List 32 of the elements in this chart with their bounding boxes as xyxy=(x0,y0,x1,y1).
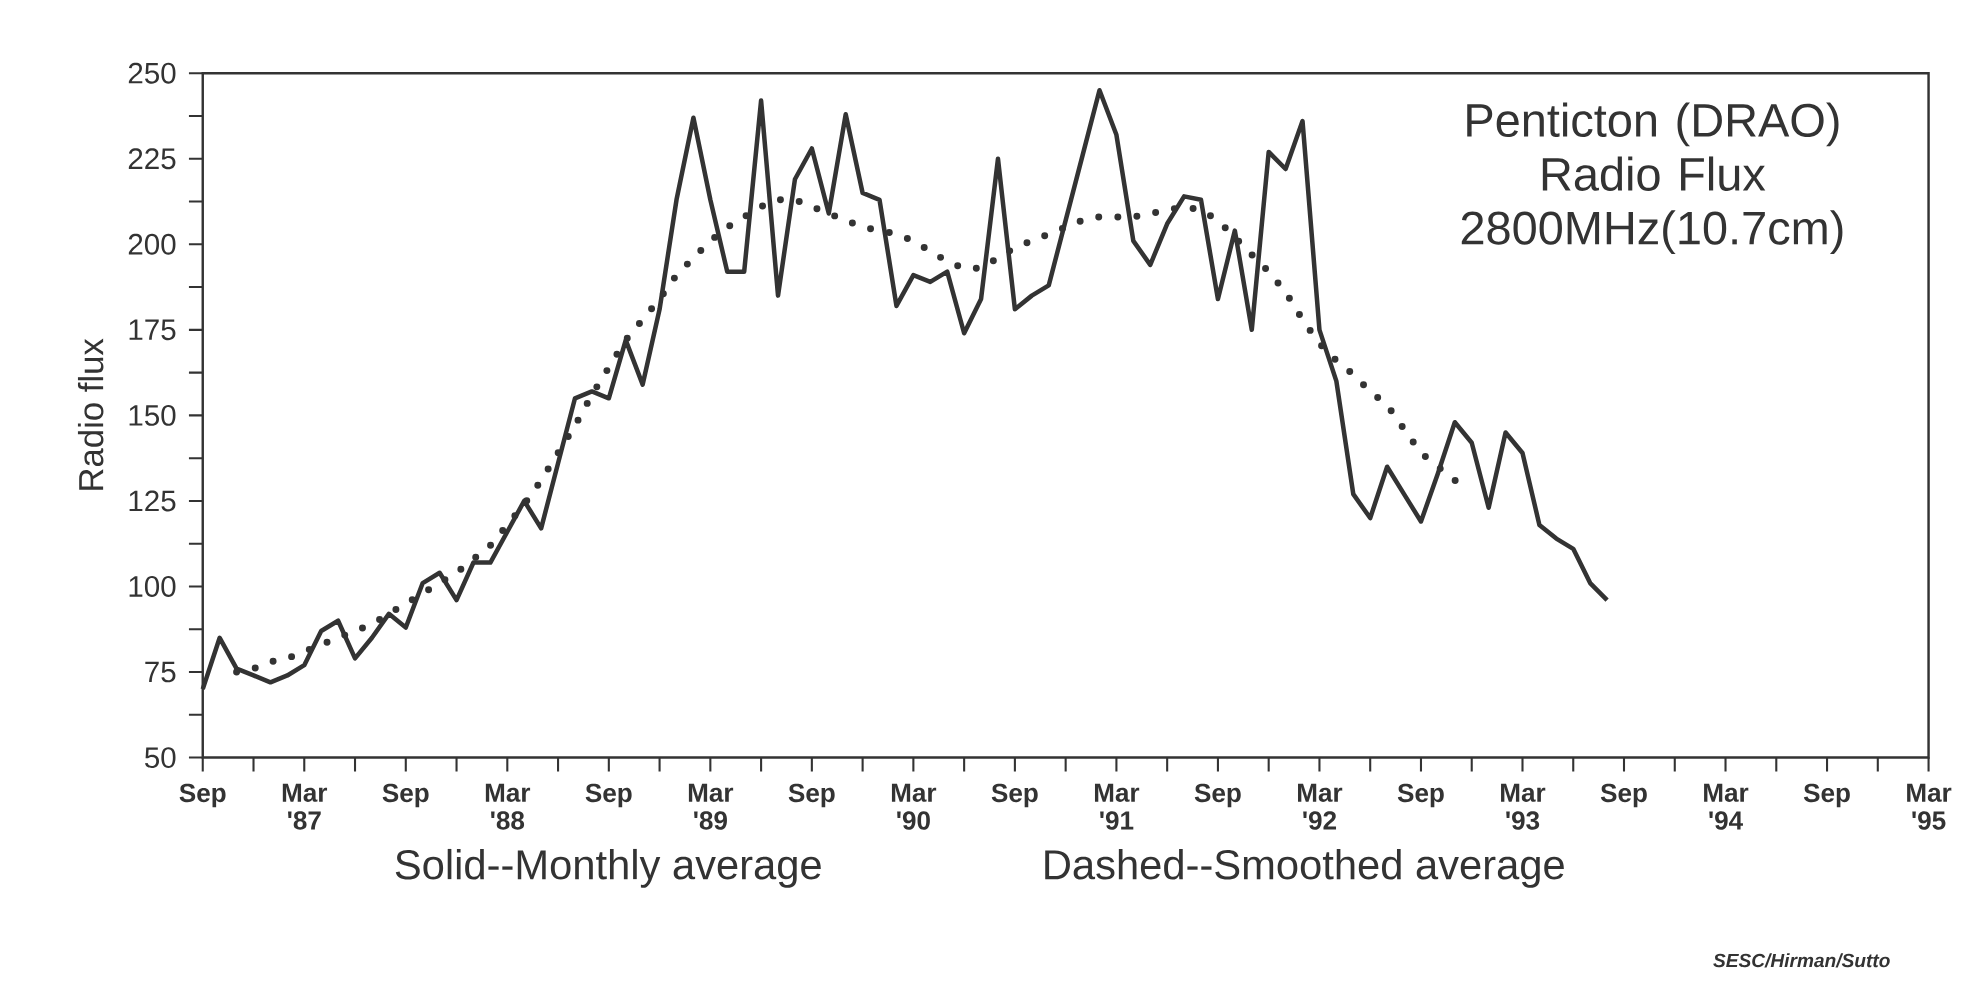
y-tick-label: 75 xyxy=(145,661,176,683)
x-tick-label: Mar '93 xyxy=(1501,783,1546,830)
x-tick-label: Mar '94 xyxy=(1704,783,1749,830)
y-tick-label: 225 xyxy=(128,148,176,170)
x-tick-label: Mar '89 xyxy=(688,783,734,830)
text: Dashed--Smoothed average xyxy=(1045,848,1564,888)
y-tick-label: 150 xyxy=(129,405,176,426)
y-tick-label: 125 xyxy=(129,490,176,512)
x-tick-label: Sep xyxy=(179,783,226,808)
x-tick-label: Sep xyxy=(585,783,632,808)
x-tick-label: Mar '95 xyxy=(1907,783,1952,830)
y-tick-label: 100 xyxy=(129,576,176,597)
y-tick-label: 175 xyxy=(129,319,176,341)
x-tick-label: Mar '88 xyxy=(485,783,531,830)
x-tick-label: Sep xyxy=(1600,783,1647,808)
x-tick-label: Sep xyxy=(788,783,835,808)
y-axis-title: Radio flux xyxy=(77,338,104,490)
x-tick-label: Sep xyxy=(991,783,1038,808)
text: Solid--Monthly average xyxy=(395,848,821,888)
text: SESC/Hirman/Sutto xyxy=(1713,953,1890,968)
x-tick-label: Sep xyxy=(1397,783,1444,808)
x-tick-label: Mar '87 xyxy=(282,783,328,830)
x-tick-label: Mar '91 xyxy=(1094,783,1140,830)
x-tick-label: Mar '92 xyxy=(1298,783,1343,830)
y-tick-label: 50 xyxy=(145,747,176,769)
y-tick-label: 200 xyxy=(128,233,176,255)
x-tick-label: Mar '90 xyxy=(891,783,937,830)
y-tick-label: 250 xyxy=(128,62,176,84)
x-tick-label: Sep xyxy=(1803,783,1850,808)
x-tick-label: Sep xyxy=(382,783,429,808)
text: Penticton (DRAO) Radio Flux 2800MHz(10.7cm) xyxy=(1461,102,1843,255)
x-tick-label: Sep xyxy=(1194,783,1241,808)
